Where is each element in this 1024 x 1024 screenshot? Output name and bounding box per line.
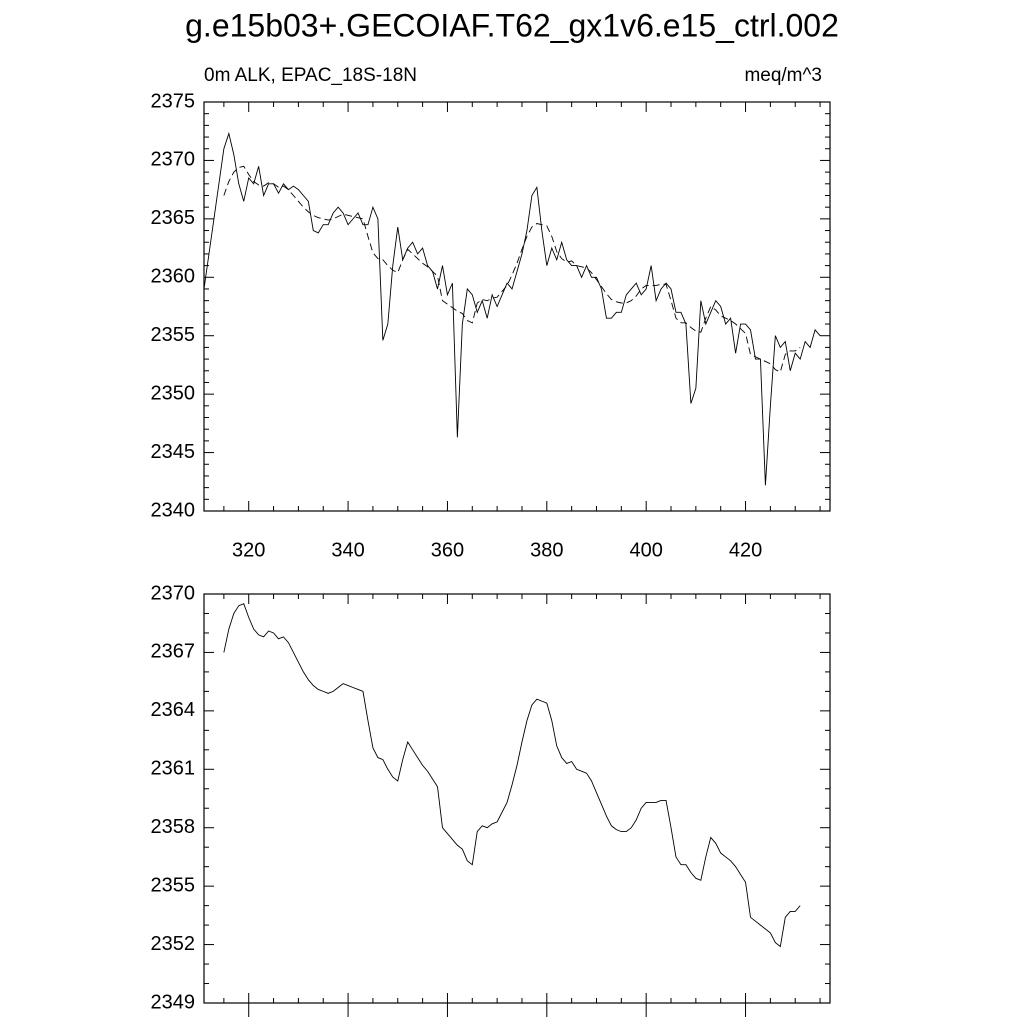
y-tick-label: 2355 xyxy=(151,324,196,346)
y-tick-label: 2375 xyxy=(151,90,196,112)
series-line xyxy=(203,131,821,486)
plot-frame xyxy=(203,593,831,1004)
y-tick-label: 2349 xyxy=(151,991,196,1013)
y-tick-label: 2352 xyxy=(151,933,196,955)
y-tick-label: 2367 xyxy=(151,641,196,663)
subtitle-right: meq/m^3 xyxy=(744,65,822,86)
y-tick-label: 2360 xyxy=(151,266,196,288)
y-tick-label: 2370 xyxy=(151,582,196,604)
x-tick-label: 360 xyxy=(431,539,464,561)
x-tick-label: 420 xyxy=(729,539,762,561)
y-tick-label: 2350 xyxy=(151,382,196,404)
subtitle-left: 0m ALK, EPAC_18S-18N xyxy=(204,65,417,86)
y-tick-label: 2358 xyxy=(151,816,196,838)
y-tick-label: 2370 xyxy=(151,149,196,171)
x-tick-label: 320 xyxy=(232,539,265,561)
y-tick-label: 2361 xyxy=(151,758,196,780)
y-tick-label: 2355 xyxy=(151,874,196,896)
y-tick-label: 2345 xyxy=(151,441,196,463)
y-tick-label: 2340 xyxy=(151,499,196,521)
plot-frame xyxy=(203,101,831,512)
main-title: g.e15b03+.GECOIAF.T62_gx1v6.e15_ctrl.002 xyxy=(185,7,839,43)
y-tick-label: 2365 xyxy=(151,207,196,229)
x-tick-label: 380 xyxy=(530,539,563,561)
y-tick-label: 2364 xyxy=(151,699,196,721)
x-tick-label: 400 xyxy=(629,539,662,561)
series-line xyxy=(223,603,801,948)
x-tick-label: 340 xyxy=(331,539,364,561)
series-line xyxy=(223,165,801,373)
